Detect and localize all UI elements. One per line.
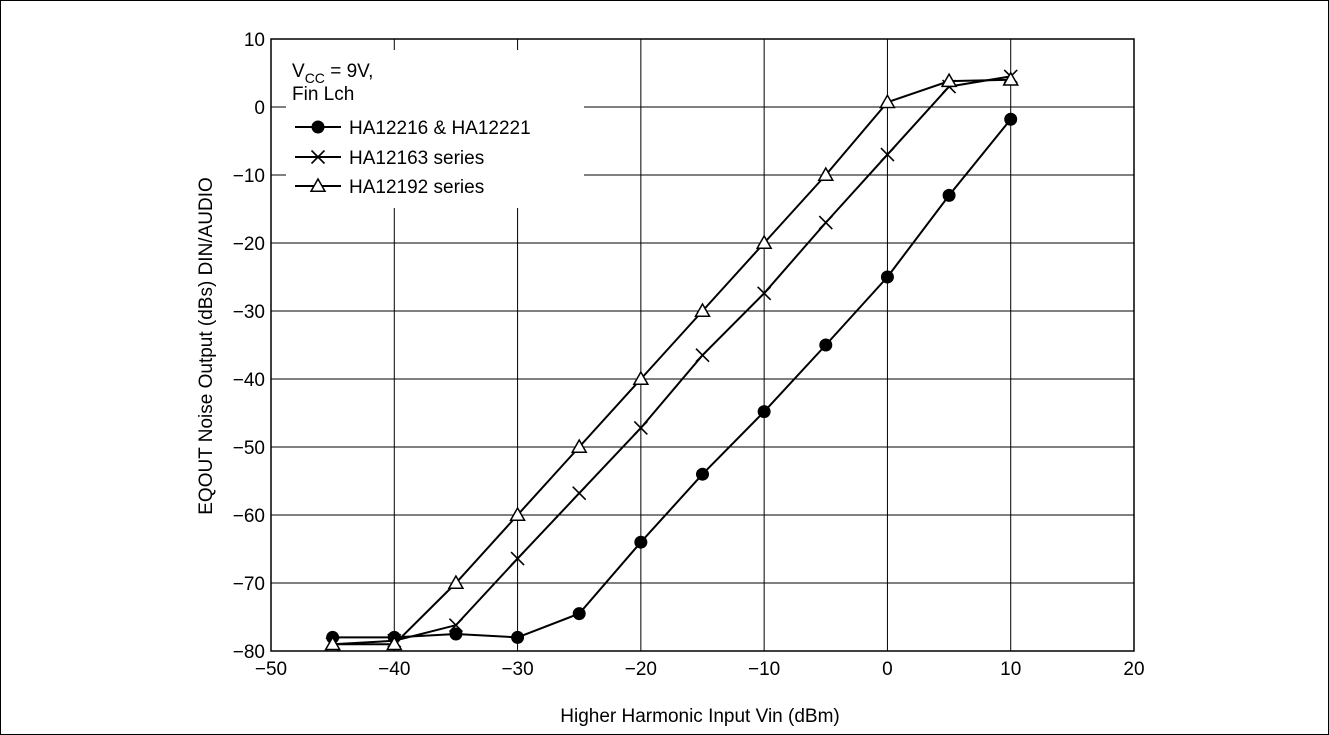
y-tick-label: −60	[233, 506, 265, 527]
data-point	[755, 234, 773, 249]
y-axis-title: EQOUT Noise Output (dBs) DIN/AUDIO	[196, 177, 217, 515]
data-point	[1004, 112, 1018, 126]
legend-label: HA12192 series	[349, 177, 484, 198]
data-point	[570, 438, 588, 453]
y-tick-label: −10	[233, 166, 265, 187]
legend-item: HA12163 series	[295, 148, 484, 169]
data-point	[818, 215, 833, 230]
data-point	[757, 405, 771, 419]
legend-marker	[310, 149, 326, 165]
data-point	[448, 618, 463, 633]
data-point	[324, 635, 341, 651]
data-point	[817, 166, 835, 181]
series-line	[332, 118, 1012, 639]
series-layer	[324, 69, 1020, 652]
x-tick-label: −40	[378, 659, 410, 680]
x-tick-label: 20	[1123, 659, 1144, 680]
data-point	[449, 627, 463, 641]
y-tick-label: −30	[233, 302, 265, 323]
data-point	[1002, 71, 1020, 86]
data-point	[572, 607, 586, 621]
data-point	[634, 535, 648, 549]
data-point	[695, 348, 710, 363]
data-point	[632, 370, 650, 385]
x-tick-labels: −50 −40 −30 −20 −10 0 10 20	[255, 659, 1145, 680]
annotation-fin: Fin Lch	[292, 84, 354, 105]
series-3	[324, 71, 1020, 651]
data-point	[447, 574, 465, 589]
x-tick-label: 0	[882, 659, 893, 680]
legend-item: HA12192 series	[295, 177, 484, 198]
data-point	[572, 486, 587, 501]
data-point	[880, 147, 895, 162]
y-tick-label: −50	[233, 438, 265, 459]
y-tick-labels: 10 0 −10 −20 −30 −40 −50 −60 −70 −80	[233, 30, 265, 663]
y-tick-label: −40	[233, 370, 265, 391]
data-point	[879, 93, 896, 109]
y-tick-label: 10	[244, 30, 265, 51]
data-point	[385, 635, 403, 651]
data-point	[757, 286, 772, 301]
data-point	[696, 467, 709, 481]
legend-marker	[311, 120, 325, 134]
data-point	[510, 551, 525, 566]
legend-label: HA12163 series	[349, 148, 484, 169]
data-point	[511, 630, 525, 644]
data-point	[819, 338, 833, 352]
annotation-condition: VCC = 9V,	[292, 61, 373, 86]
legend: HA12216 & HA12221 HA12163 series HA12192 s…	[295, 118, 531, 198]
data-point	[880, 270, 894, 284]
y-tick-label: 0	[254, 98, 265, 119]
x-tick-label: −30	[501, 659, 533, 680]
data-point	[694, 302, 711, 317]
x-axis-title: Higher Harmonic Input Vin (dBm)	[560, 706, 839, 727]
legend-item: HA12216 & HA12221	[295, 118, 531, 139]
legend-label: HA12216 & HA12221	[349, 118, 531, 139]
plot-area	[270, 38, 1135, 652]
data-point	[633, 420, 648, 436]
x-tick-label: 10	[1000, 659, 1021, 680]
y-tick-label: −20	[233, 234, 265, 255]
x-tick-label: −20	[625, 659, 657, 680]
series-line	[332, 75, 1011, 646]
annotation-box	[286, 50, 584, 208]
legend-marker	[309, 177, 327, 192]
data-point	[509, 506, 526, 521]
y-tick-label: −70	[233, 574, 265, 595]
x-tick-label: −50	[255, 659, 287, 680]
x-tick-label: −10	[748, 659, 780, 680]
data-point	[940, 72, 958, 88]
y-tick-label: −80	[233, 642, 265, 663]
data-point	[942, 188, 956, 202]
series-line	[332, 78, 1011, 646]
